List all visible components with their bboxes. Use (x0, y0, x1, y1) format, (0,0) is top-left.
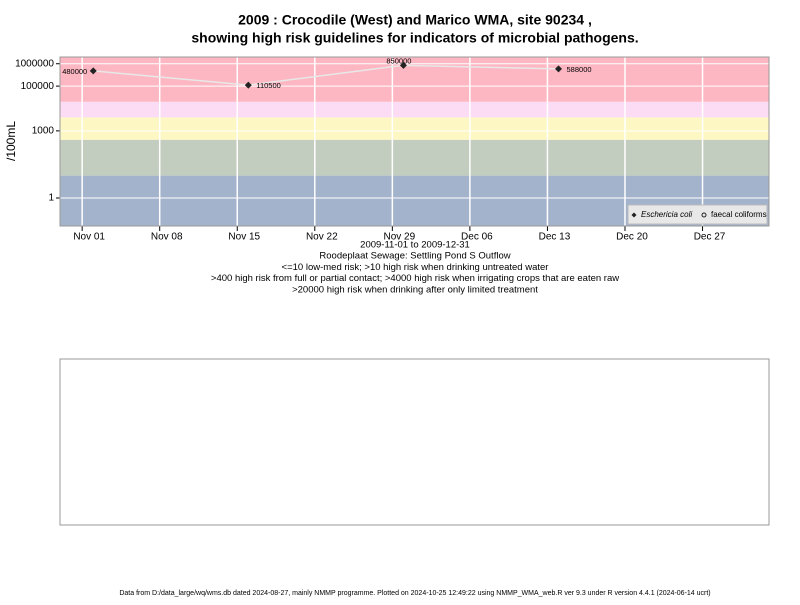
guideline-band (60, 101, 769, 118)
x-tick-label: Nov 01 (73, 232, 105, 243)
guideline-band (60, 139, 769, 176)
data-label: 850000 (386, 56, 411, 65)
data-point (244, 81, 252, 89)
y-tick-label: 100000 (21, 81, 55, 92)
note: 2009-11-01 to 2009-12-31 (360, 240, 470, 251)
data-label: 588000 (567, 65, 592, 74)
chart-title: showing high risk guidelines for indicat… (191, 30, 638, 46)
legend-label: faecal coliforms (711, 210, 767, 219)
legend-symbol (701, 212, 707, 218)
note: Roodeplaat Sewage: Settling Pond S Outfl… (319, 251, 510, 262)
plot-frame (59, 56, 770, 227)
chart-title: 2009 : Crocodile (West) and Marico WMA, … (238, 12, 592, 28)
note: >20000 high risk when drinking after onl… (292, 284, 538, 295)
series-line (93, 64, 559, 86)
data-label: 480000 (62, 67, 87, 76)
x-tick-label: Nov 15 (228, 232, 260, 243)
x-tick-label: Nov 08 (151, 232, 183, 243)
legend-box (627, 204, 768, 225)
data-label: 110500 (256, 81, 280, 90)
y-tick-label: 1000000 (15, 58, 54, 69)
note: >400 high risk from full or partial cont… (211, 273, 619, 284)
x-tick-label: Dec 13 (539, 232, 571, 243)
data-point (89, 67, 97, 75)
footer: Data from D:/data_large/wq/wms.db dated … (119, 590, 710, 597)
legend-symbol (631, 212, 637, 218)
guideline-band (60, 117, 769, 140)
data-point (555, 65, 563, 73)
y-tick-label: 1000 (32, 126, 55, 137)
x-tick-label: Dec 27 (694, 232, 726, 243)
y-tick-label: 1 (48, 193, 54, 204)
data-point (399, 61, 407, 69)
note: <=10 low-med risk; >10 high risk when dr… (282, 262, 549, 273)
legend-label: Eschericia coli (641, 210, 692, 219)
x-tick-label: Dec 20 (616, 232, 648, 243)
x-tick-label: Dec 06 (461, 232, 493, 243)
x-tick-label: Nov 29 (384, 232, 416, 243)
x-tick-label: Nov 22 (306, 232, 338, 243)
empty-panel (59, 358, 770, 526)
y-axis-label: /100mL (4, 121, 18, 161)
